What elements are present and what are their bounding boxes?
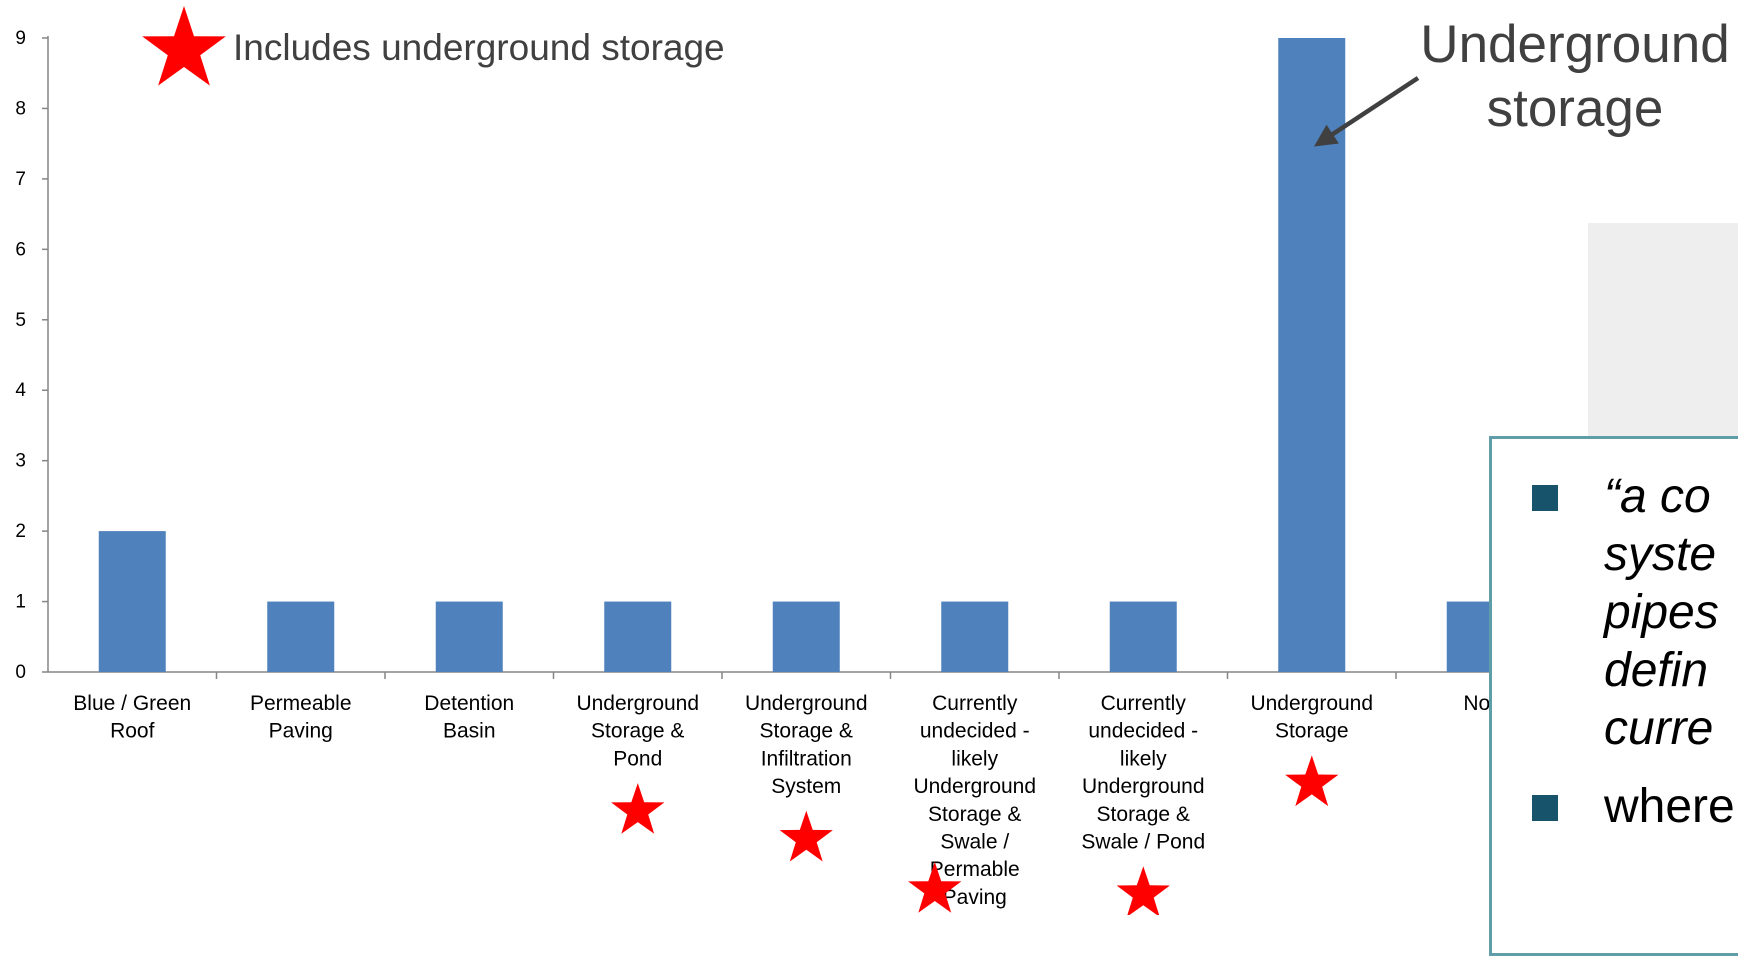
- bar: [267, 601, 335, 672]
- y-tick-label: 6: [15, 239, 26, 260]
- bar: [604, 601, 672, 672]
- y-tick-label: 8: [15, 98, 26, 119]
- category-label: Underground Storage: [1250, 692, 1373, 743]
- bars: [98, 38, 1514, 672]
- star-markers: [611, 755, 1339, 915]
- category-label: Currently undecided -likely Underground Sto…: [1081, 692, 1205, 854]
- star-marker: [1285, 755, 1339, 807]
- bar: [772, 601, 840, 672]
- star-marker: [611, 783, 665, 834]
- legend-star: [142, 6, 226, 86]
- bullet-text-line: curre: [1604, 702, 1714, 755]
- y-tick-label: 9: [15, 28, 26, 49]
- y-tick-label: 0: [15, 662, 26, 683]
- legend-label: Includes underground storage: [233, 27, 725, 68]
- category-label: Nor: [1463, 692, 1497, 715]
- y-axis: 0 1 2 3 4 5 6 7 8 9: [15, 28, 49, 683]
- bullet-text-line: where: [1604, 780, 1735, 833]
- category-label: Detention Basin: [424, 692, 514, 743]
- bullet-square: [1532, 485, 1558, 511]
- callout-arrow: [1313, 76, 1420, 147]
- bullet-square: [1532, 795, 1558, 821]
- bullet-text-line: “a co: [1604, 470, 1711, 523]
- category-label: Permeable Paving: [250, 692, 352, 743]
- star-marker: [908, 862, 962, 913]
- callout-annotation: Underground storage: [1313, 15, 1730, 147]
- y-tick-label: 7: [15, 169, 26, 190]
- category-label: Underground Storage & Infiltration System: [745, 692, 868, 798]
- bullet-text-line: syste: [1604, 528, 1717, 581]
- bullet-text-line: pipes: [1604, 586, 1719, 639]
- quote-textbox: “a co syste pipes defin curre where: [1489, 436, 1738, 956]
- callout-label: Underground storage: [1420, 15, 1729, 138]
- grey-panel: [1588, 223, 1738, 443]
- legend: Includes underground storage: [142, 6, 725, 86]
- star-marker: [779, 810, 833, 862]
- star-marker: [1116, 866, 1170, 915]
- y-tick-label: 5: [15, 310, 26, 331]
- bar: [435, 601, 503, 672]
- bar: [941, 601, 1009, 672]
- y-tick-label: 2: [15, 521, 26, 542]
- bar-chart: 0 1 2 3 4 5 6 7 8 9 Blue / Green Roof Permeable Pavi…: [15, 6, 1730, 915]
- bar: [98, 531, 166, 672]
- bar: [1109, 601, 1177, 672]
- category-label: Underground Storage & Pond: [576, 692, 699, 770]
- category-labels: Blue / Green Roof Permeable Paving Detention…: [73, 692, 1497, 909]
- y-tick-label: 1: [15, 592, 26, 613]
- category-label: Currently undecided -likely Underground Sto…: [913, 692, 1036, 909]
- category-label: Blue / Green Roof: [73, 692, 191, 743]
- y-tick-label: 3: [15, 451, 26, 472]
- x-axis: [48, 671, 1565, 679]
- bullet-text-line: defin: [1604, 644, 1709, 697]
- y-tick-label: 4: [15, 380, 26, 401]
